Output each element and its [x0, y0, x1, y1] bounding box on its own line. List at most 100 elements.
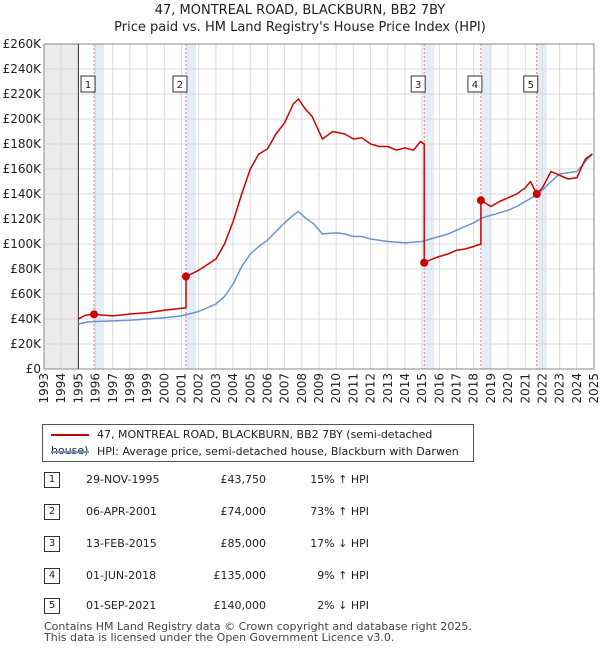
x-tick-label: 2015	[415, 373, 429, 404]
x-tick-label: 2009	[312, 373, 326, 404]
chart-title-block: 47, MONTREAL ROAD, BLACKBURN, BB2 7BY Pr…	[0, 2, 600, 36]
x-tick-label: 1993	[37, 373, 51, 404]
sale-hpi-change: 73% ↑ HPI	[310, 505, 369, 518]
x-tick-label: 2018	[467, 373, 481, 404]
sale-label-box	[172, 75, 188, 93]
chart-title: 47, MONTREAL ROAD, BLACKBURN, BB2 7BY	[154, 3, 446, 18]
sale-number-badge: 3	[44, 536, 60, 552]
sale-band	[94, 44, 105, 369]
sale-label-box	[467, 75, 483, 93]
sale-band	[536, 44, 547, 369]
y-tick-label: £20K	[10, 337, 42, 351]
x-tick-label: 2002	[192, 373, 206, 404]
sale-hpi-change: 15% ↑ HPI	[310, 473, 369, 486]
sale-band	[185, 44, 196, 369]
chart-subtitle: Price paid vs. HM Land Registry's House …	[114, 20, 486, 35]
x-tick-label: 2008	[295, 373, 309, 404]
sale-number-badge: 5	[44, 598, 60, 614]
y-tick-label: £140K	[3, 187, 43, 201]
plot-frame	[43, 43, 595, 370]
y-tick-label: £240K	[3, 62, 43, 76]
x-tick-label: 2023	[553, 373, 567, 404]
x-tick-label: 1998	[123, 373, 137, 404]
x-tick-label: 2017	[450, 373, 464, 404]
sale-band	[424, 44, 435, 369]
sale-label-number: 5	[528, 80, 534, 91]
sale-point	[420, 258, 429, 267]
sale-number-badge: 2	[44, 504, 60, 520]
sale-date: 01-JUN-2018	[86, 569, 157, 582]
chart-legend: 47, MONTREAL ROAD, BLACKBURN, BB2 7BY (s…	[42, 424, 474, 462]
y-tick-label: £260K	[3, 37, 43, 51]
sale-label-number: 4	[472, 80, 478, 91]
sale-number-badge: 1	[44, 472, 60, 488]
sale-label-number: 1	[85, 80, 91, 91]
legend-hpi-label: HPI: Average price, semi-detached house,…	[97, 445, 459, 458]
y-tick-label: £120K	[3, 212, 43, 226]
legend-item-price: 47, MONTREAL ROAD, BLACKBURN, BB2 7BY (s…	[51, 427, 473, 457]
hpi-series-line	[78, 153, 593, 325]
x-tick-label: 1999	[140, 373, 154, 404]
y-tick-label: £0	[26, 362, 41, 376]
x-tick-label: 2012	[364, 373, 378, 404]
sale-hpi-change: 17% ↓ HPI	[310, 537, 369, 550]
sale-label-number: 2	[177, 80, 183, 91]
y-tick-label: £80K	[10, 262, 42, 276]
sale-label-box	[410, 75, 426, 93]
sale-price: £135,000	[213, 569, 267, 582]
sale-row: 4 01-JUN-2018 £135,000 9% ↑ HPI	[44, 566, 464, 586]
legend-price-swatch	[51, 434, 89, 436]
x-tick-label: 2013	[381, 373, 395, 404]
x-tick-label: 2010	[329, 373, 343, 404]
y-tick-label: £180K	[3, 137, 43, 151]
sale-price: £43,750	[220, 473, 267, 486]
footer: Contains HM Land Registry data © Crown c…	[44, 621, 472, 643]
x-tick-label: 1995	[71, 373, 85, 404]
sale-point	[90, 310, 99, 319]
y-tick-label: £100K	[3, 237, 43, 251]
y-tick-label: £220K	[3, 87, 43, 101]
x-tick-label: 2000	[157, 373, 171, 404]
y-tick-label: £200K	[3, 112, 43, 126]
legend-price-label: 47, MONTREAL ROAD, BLACKBURN, BB2 7BY (s…	[51, 428, 433, 457]
x-tick-label: 2020	[501, 373, 515, 404]
sale-point	[181, 272, 190, 281]
sale-date: 01-SEP-2021	[86, 599, 157, 612]
sale-date: 06-APR-2001	[86, 505, 158, 518]
sale-date: 29-NOV-1995	[86, 473, 160, 486]
x-tick-label: 2025	[587, 373, 600, 404]
sale-date: 13-FEB-2015	[86, 537, 157, 550]
sale-label-number: 3	[415, 80, 421, 91]
price-series-line	[78, 98, 593, 320]
x-tick-label: 1994	[54, 373, 68, 404]
x-tick-label: 2016	[432, 373, 446, 404]
x-tick-label: 2004	[226, 373, 240, 404]
sale-row: 1 29-NOV-1995 £43,750 15% ↑ HPI	[44, 470, 464, 490]
sale-row: 3 13-FEB-2015 £85,000 17% ↓ HPI	[44, 534, 464, 554]
y-tick-label: £60K	[10, 287, 42, 301]
x-tick-label: 2014	[398, 373, 412, 404]
x-tick-label: 2003	[209, 373, 223, 404]
price-chart: £0 £20K £40K £60K £80K £100K £120K £140K £160K £1…	[3, 37, 600, 404]
y-tick-label: £160K	[3, 162, 43, 176]
x-tick-label: 1996	[89, 373, 103, 404]
sale-row: 5 01-SEP-2021 £140,000 2% ↓ HPI	[44, 596, 464, 616]
x-tick-label: 2001	[175, 373, 189, 404]
x-tick-label: 2024	[570, 373, 584, 404]
legend-item-hpi: HPI: Average price, semi-detached house,…	[51, 444, 459, 460]
sale-hpi-change: 2% ↓ HPI	[317, 599, 369, 612]
sale-price: £74,000	[220, 505, 267, 518]
footer-copyright: Contains HM Land Registry data © Crown c…	[44, 620, 472, 633]
sale-label-box	[523, 75, 539, 93]
sale-point	[476, 196, 485, 205]
x-tick-label: 1997	[106, 373, 120, 404]
sale-number-badge: 4	[44, 568, 60, 584]
legend-hpi-swatch	[51, 451, 89, 453]
y-tick-label: £40K	[10, 312, 42, 326]
x-tick-label: 2006	[260, 373, 274, 404]
sale-label-box	[80, 75, 96, 93]
sale-band	[480, 44, 491, 369]
sale-price: £85,000	[220, 537, 267, 550]
x-tick-label: 2019	[484, 373, 498, 404]
sale-row: 2 06-APR-2001 £74,000 73% ↑ HPI	[44, 502, 464, 522]
